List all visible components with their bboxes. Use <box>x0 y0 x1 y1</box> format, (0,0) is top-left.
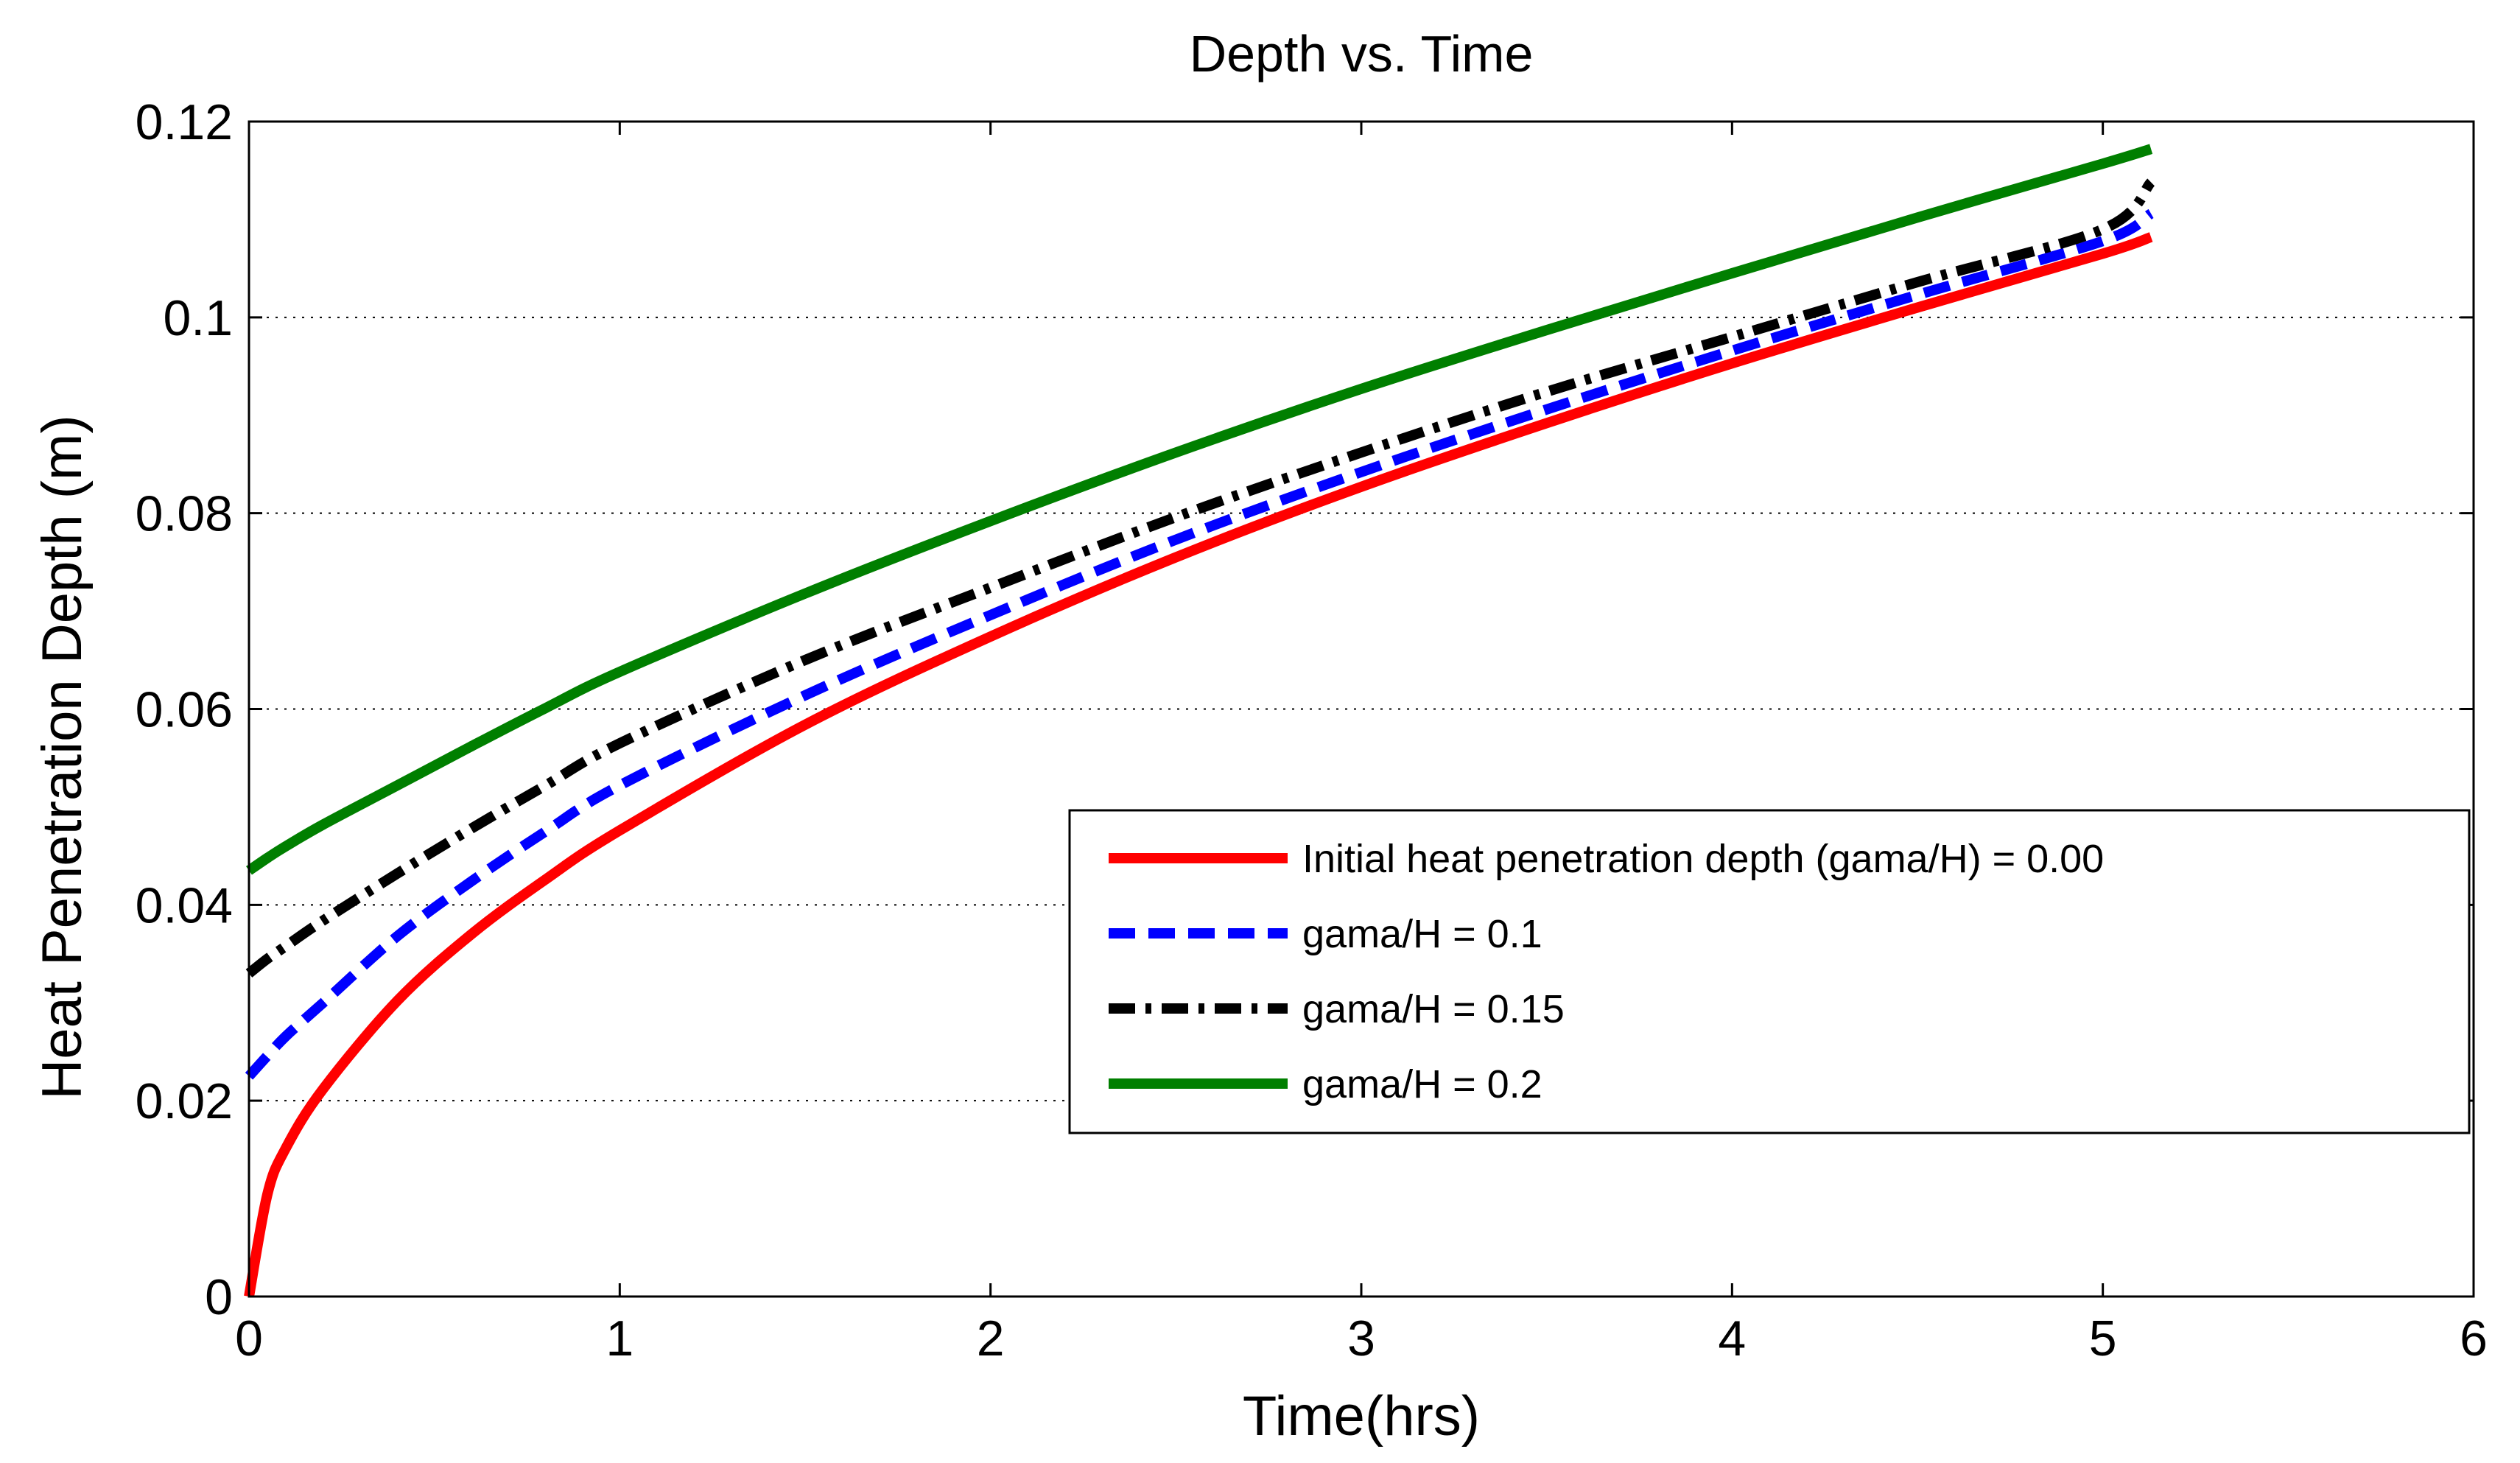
legend: Initial heat penetration depth (gama/H) … <box>1068 809 2471 1134</box>
legend-label-1: gama/H = 0.1 <box>1302 912 1542 956</box>
series-line-1 <box>245 208 2154 1080</box>
y-tick-label-0: 0 <box>205 1269 233 1325</box>
legend-label-0: Initial heat penetration depth (gama/H) … <box>1302 837 2104 881</box>
x-tick-label-6: 6 <box>2460 1311 2488 1366</box>
x-tick-label-1: 1 <box>606 1311 633 1366</box>
tick-layer: 0 1 2 3 4 5 6 0 0.02 0.04 0.06 0.08 0.1 0.12 <box>136 94 2488 1366</box>
y-tick-label-3: 0.06 <box>136 682 233 738</box>
y-tick-label-1: 0.02 <box>136 1073 233 1129</box>
legend-label-3: gama/H = 0.2 <box>1302 1062 1542 1106</box>
y-tick-label-5: 0.1 <box>163 290 233 346</box>
series-line-2 <box>245 178 2155 978</box>
x-tick-label-4: 4 <box>1718 1311 1746 1366</box>
x-axis-label: Time(hrs) <box>1243 1385 1480 1448</box>
x-tick-label-3: 3 <box>1347 1311 1375 1366</box>
y-tick-label-4: 0.08 <box>136 486 233 542</box>
chart-title: Depth vs. Time <box>1190 25 1534 83</box>
series-line-0 <box>244 232 2153 1298</box>
x-tick-label-5: 5 <box>2089 1311 2117 1366</box>
x-tick-label-2: 2 <box>977 1311 1005 1366</box>
y-tick-label-2: 0.04 <box>136 877 233 933</box>
legend-label-2: gama/H = 0.15 <box>1302 987 1565 1031</box>
y-axis-label: Heat Penetration Depth (m) <box>31 415 94 1099</box>
series-line-3 <box>246 144 2153 875</box>
legend-box <box>1068 809 2471 1134</box>
x-tick-label-0: 0 <box>235 1311 263 1366</box>
y-tick-label-6: 0.12 <box>136 94 233 150</box>
series-layer <box>244 144 2155 1298</box>
